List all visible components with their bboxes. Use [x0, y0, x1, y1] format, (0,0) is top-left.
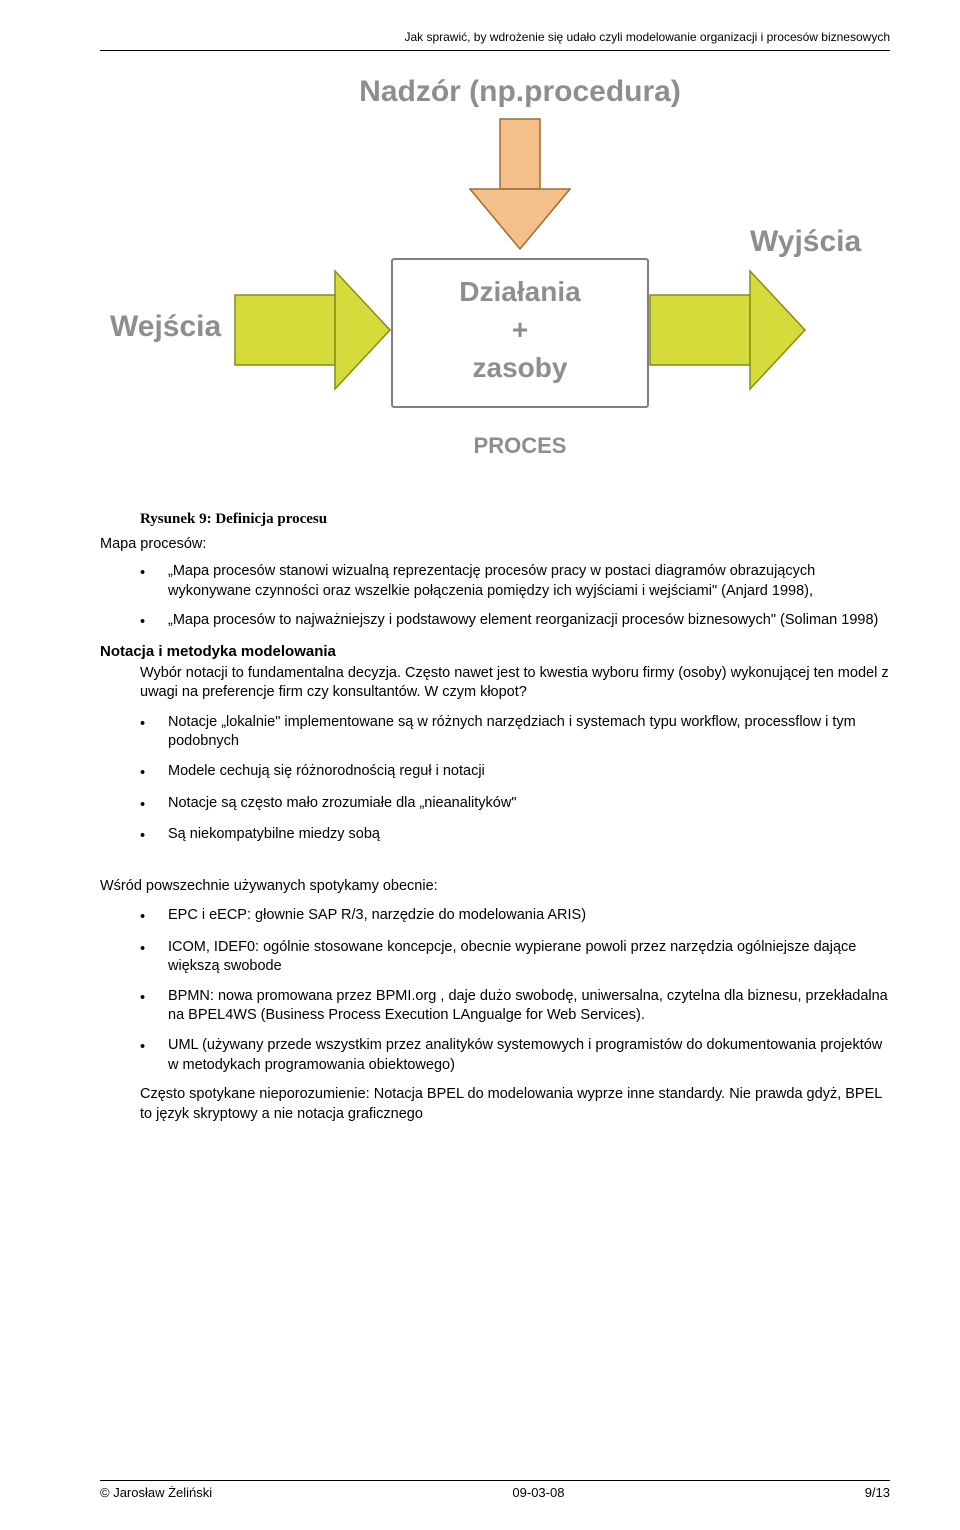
svg-text:PROCES: PROCES	[474, 433, 567, 458]
list-item-text: Są niekompatybilne miedzy sobą	[168, 825, 380, 847]
footer-page-number: 9/13	[865, 1485, 890, 1500]
page-container: Jak sprawić, by wdrożenie się udało czyl…	[0, 0, 960, 1172]
list-item-text: BPMN: nowa promowana przez BPMI.org , da…	[168, 987, 890, 1026]
list-item: • „Mapa procesów to najważniejszy i pods…	[140, 611, 890, 633]
list-item-text: „Mapa procesów to najważniejszy i podsta…	[168, 611, 878, 633]
footer-rule	[100, 1480, 890, 1481]
list-item: • UML (używany przede wszystkim przez an…	[140, 1036, 890, 1075]
figure-caption: Rysunek 9: Definicja procesu	[140, 511, 890, 528]
list-item: • EPC i eECP: głownie SAP R/3, narzędzie…	[140, 906, 890, 928]
list-item-text: Modele cechują się różnorodnością reguł …	[168, 762, 485, 784]
bullet-icon: •	[140, 989, 154, 1026]
bullet-icon: •	[140, 564, 154, 601]
bullet-icon: •	[140, 940, 154, 977]
list-item: • „Mapa procesów stanowi wizualną reprez…	[140, 562, 890, 601]
list-item: • Są niekompatybilne miedzy sobą	[140, 825, 890, 847]
intro-text: Mapa procesów:	[100, 536, 890, 552]
list-item: • Modele cechują się różnorodnością regu…	[140, 762, 890, 784]
svg-text:Nadzór (np.procedura): Nadzór (np.procedura)	[359, 75, 681, 108]
list-item: • Notacje są często mało zrozumiałe dla …	[140, 794, 890, 816]
bullet-list-1: • „Mapa procesów stanowi wizualną reprez…	[100, 562, 890, 633]
bullet-icon: •	[140, 1038, 154, 1075]
list-item-text: Notacje „lokalnie" implementowane są w r…	[168, 713, 890, 752]
bullet-icon: •	[140, 764, 154, 784]
svg-text:Wyjścia: Wyjścia	[750, 225, 861, 258]
footer-author: © Jarosław Żeliński	[100, 1485, 212, 1500]
svg-text:Wejścia: Wejścia	[110, 310, 221, 343]
list-item: • ICOM, IDEF0: ogólnie stosowane koncepc…	[140, 938, 890, 977]
bullet-list-2: • Notacje „lokalnie" implementowane są w…	[100, 713, 890, 847]
list-item: • BPMN: nowa promowana przez BPMI.org , …	[140, 987, 890, 1026]
svg-text:zasoby: zasoby	[473, 352, 568, 383]
process-diagram: Nadzór (np.procedura) Wejścia Działania …	[100, 61, 880, 491]
paragraph: Wybór notacji to fundamentalna decyzja. …	[140, 664, 890, 703]
bullet-icon: •	[140, 827, 154, 847]
page-header: Jak sprawić, by wdrożenie się udało czyl…	[100, 30, 890, 44]
bullet-icon: •	[140, 613, 154, 633]
list-item-text: UML (używany przede wszystkim przez anal…	[168, 1036, 890, 1075]
bullet-icon: •	[140, 715, 154, 752]
footer-date: 09-03-08	[512, 1485, 564, 1500]
paragraph: Wśród powszechnie używanych spotykamy ob…	[100, 877, 890, 897]
bullet-icon: •	[140, 908, 154, 928]
page-footer: © Jarosław Żeliński 09-03-08 9/13	[100, 1480, 890, 1500]
list-item: • Notacje „lokalnie" implementowane są w…	[140, 713, 890, 752]
list-item-text: EPC i eECP: głownie SAP R/3, narzędzie d…	[168, 906, 586, 928]
list-item-text: „Mapa procesów stanowi wizualną reprezen…	[168, 562, 890, 601]
svg-text:+: +	[512, 314, 528, 345]
list-item-text: ICOM, IDEF0: ogólnie stosowane koncepcje…	[168, 938, 890, 977]
diagram-svg: Nadzór (np.procedura) Wejścia Działania …	[100, 61, 880, 491]
list-item-text: Notacje są często mało zrozumiałe dla „n…	[168, 794, 516, 816]
closing-paragraph: Często spotykane nieporozumienie: Notacj…	[140, 1085, 890, 1124]
bullet-list-3: • EPC i eECP: głownie SAP R/3, narzędzie…	[100, 906, 890, 1075]
svg-text:Działania: Działania	[459, 276, 581, 307]
subsection-heading: Notacja i metodyka modelowania	[100, 643, 890, 660]
header-rule	[100, 50, 890, 51]
bullet-icon: •	[140, 796, 154, 816]
